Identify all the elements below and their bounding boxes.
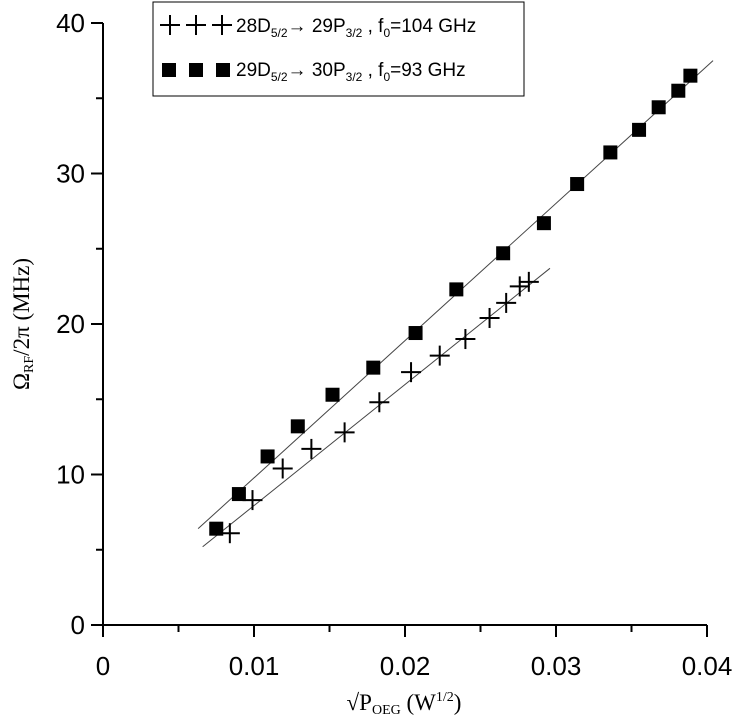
y-tick-label: 20 <box>56 309 85 339</box>
data-point-square <box>671 83 686 98</box>
x-tick-label: 0.02 <box>380 651 431 681</box>
x-tick-label: 0 <box>96 651 110 681</box>
data-point-square <box>651 100 666 115</box>
legend-2-a: 29D <box>236 60 271 81</box>
x-tick-label: 0.04 <box>682 651 732 681</box>
legend-1-a: 28D <box>236 16 271 37</box>
legend-marker-plus <box>160 15 232 35</box>
x-tick-label: 0.03 <box>531 651 582 681</box>
data-point-square <box>408 326 423 341</box>
y-tick-label: 10 <box>56 460 85 490</box>
data-point-square <box>231 487 246 502</box>
legend-1-c-sub: 0 <box>383 26 390 40</box>
legend-marker-square <box>162 63 230 77</box>
data-point-square <box>209 521 224 536</box>
legend-2-c: , f <box>362 60 384 81</box>
y-tick-label: 40 <box>56 8 85 38</box>
legend-2-arrow: → 30P <box>288 60 346 81</box>
data-point-square <box>536 216 551 231</box>
data-point-plus <box>429 345 450 366</box>
tick-labels: 0 0.01 0.02 0.03 0.04 0 10 20 30 40 <box>56 8 732 681</box>
data-point-plus <box>455 329 476 350</box>
data-point-square <box>570 177 585 192</box>
legend-2-c-sub: 0 <box>383 70 390 84</box>
data-point-square <box>496 246 511 261</box>
data-point-plus <box>369 392 390 413</box>
legend-1-a-sub: 5/2 <box>271 26 288 40</box>
legend-entry-1: 28D5/2→ 29P3/2 , f0=104 GHz <box>236 16 476 40</box>
x-axis-label-sub: OEG <box>372 703 401 718</box>
x-axis-label-prefix: √P <box>347 690 372 715</box>
data-point-square <box>260 449 275 464</box>
data-point-square <box>632 122 647 137</box>
data-point-plus <box>509 276 530 297</box>
x-axis-label-close: ) <box>454 690 462 715</box>
data-point-square <box>325 387 340 402</box>
axes <box>91 22 708 637</box>
y-axis-label-prefix: Ω <box>9 373 34 390</box>
y-axis-label-suffix: /2π (MHz) <box>9 258 34 356</box>
data-point-square <box>683 68 698 83</box>
legend-1-d: =104 GHz <box>390 16 476 37</box>
y-tick-label: 30 <box>56 159 85 189</box>
x-tick-label: 0.01 <box>229 651 280 681</box>
legend-2-b-sub: 3/2 <box>346 70 363 84</box>
legend: 28D5/2→ 29P3/2 , f0=104 GHz 29D5/2→ 30P3… <box>152 1 525 97</box>
data-point-plus <box>401 362 422 383</box>
y-axis-label-sub: RF <box>22 356 37 373</box>
data-point-plus <box>334 422 355 443</box>
legend-2-a-sub: 5/2 <box>271 70 288 84</box>
x-axis-label-open: (W <box>401 690 436 715</box>
data-point-square <box>366 360 381 375</box>
x-axis-label: √POEG (W1/2) <box>347 690 462 718</box>
data-point-square <box>290 419 305 434</box>
legend-1-arrow: → 29P <box>288 16 346 37</box>
data-point-square <box>449 282 464 297</box>
data-point-plus <box>301 438 322 459</box>
data-markers <box>209 68 698 544</box>
x-axis-label-sup: 1/2 <box>436 690 454 705</box>
legend-1-c: , f <box>362 16 384 37</box>
legend-2-d: =93 GHz <box>390 60 466 81</box>
data-point-plus <box>496 292 517 313</box>
fit-line-1 <box>202 267 551 548</box>
data-point-square <box>603 145 618 160</box>
data-point-plus <box>518 271 539 292</box>
y-tick-label: 0 <box>71 610 85 640</box>
data-point-plus <box>479 307 500 328</box>
legend-box <box>152 1 525 97</box>
legend-1-b-sub: 3/2 <box>346 26 363 40</box>
y-axis-label: ΩRF/2π (MHz) <box>9 258 37 390</box>
data-point-plus <box>272 458 293 479</box>
legend-entry-2: 29D5/2→ 30P3/2 , f0=93 GHz <box>236 60 466 84</box>
